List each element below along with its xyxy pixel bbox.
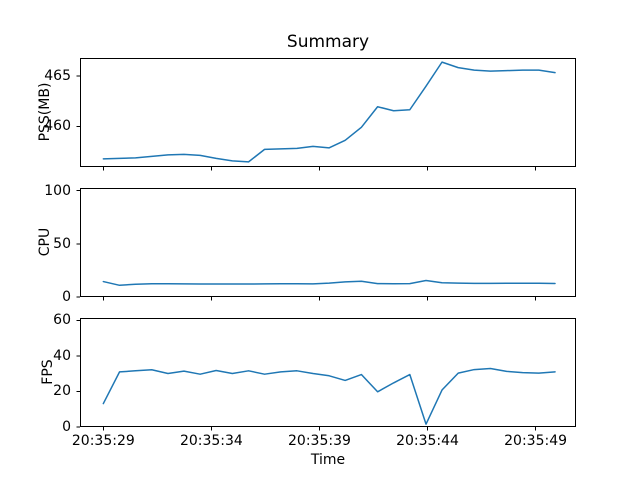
- fps-y-tick-label: 20: [53, 383, 71, 400]
- cpu-y-tick-label: 100: [44, 182, 71, 199]
- fps-y-tick-label: 40: [53, 347, 71, 364]
- fps-axes-frame: [80, 318, 576, 427]
- x-axis-label: Time: [310, 452, 346, 468]
- fps-y-tick-label: 0: [62, 419, 71, 435]
- cpu-y-tick-label: 0: [62, 289, 71, 305]
- cpu-plot-canvas: [76, 188, 576, 301]
- x-tick-label: 20:35:34: [179, 433, 243, 449]
- cpu-data-line: [102, 279, 556, 287]
- cpu-subplot: [76, 188, 576, 301]
- pss-y-tick-label: 460: [44, 118, 71, 135]
- pss-plot-canvas: [76, 58, 576, 171]
- pss-axes-frame: [80, 58, 576, 167]
- x-tick-label: 20:35:49: [504, 433, 568, 449]
- fps-data-line: [102, 367, 556, 425]
- figure-title: Summary: [286, 32, 370, 52]
- cpu-y-tick-label: 50: [53, 235, 71, 252]
- pss-y-tick-label: 465: [44, 68, 71, 85]
- x-tick-label: 20:35:44: [396, 433, 459, 449]
- pss-data-line: [102, 61, 556, 163]
- fps-plot-canvas: [76, 318, 576, 431]
- x-tick-label: 20:35:39: [288, 433, 351, 449]
- fps-y-tick-label: 60: [53, 312, 71, 329]
- x-tick-label: 20:35:29: [71, 433, 135, 449]
- pss-subplot: [76, 58, 576, 171]
- cpu-axes-frame: [80, 188, 576, 297]
- fps-subplot: [76, 318, 576, 431]
